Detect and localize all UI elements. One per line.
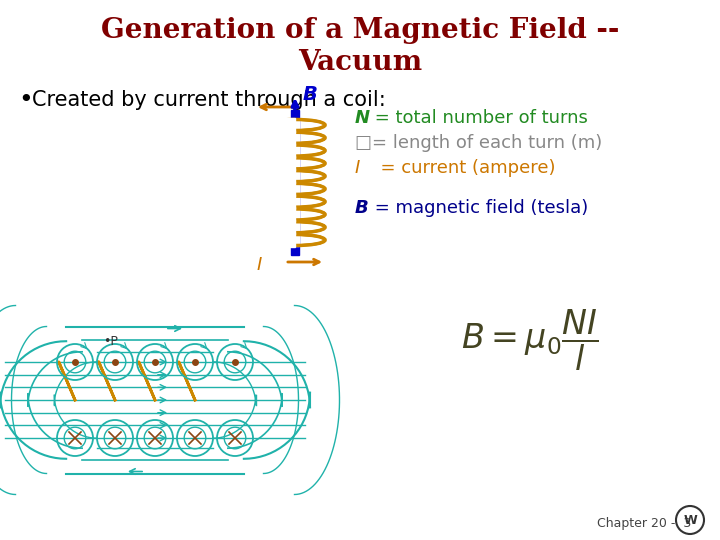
Text: = total number of turns: = total number of turns xyxy=(369,109,588,127)
Text: I: I xyxy=(355,159,360,177)
Bar xyxy=(263,182,295,196)
Text: N: N xyxy=(355,109,370,127)
Bar xyxy=(263,131,295,145)
Text: B: B xyxy=(303,85,318,105)
Text: = current (ampere): = current (ampere) xyxy=(369,159,556,177)
Bar xyxy=(263,194,295,208)
Bar xyxy=(263,157,295,170)
Text: B: B xyxy=(355,199,369,217)
Bar xyxy=(263,207,295,221)
Bar xyxy=(291,132,299,144)
Bar xyxy=(291,234,299,246)
Bar xyxy=(263,118,295,132)
Text: I: I xyxy=(257,256,262,274)
Text: □= length of each turn (m): □= length of each turn (m) xyxy=(355,134,602,152)
Text: Chapter 20 -  3: Chapter 20 - 3 xyxy=(597,517,691,530)
Bar xyxy=(291,208,299,220)
Bar xyxy=(291,221,299,233)
Bar xyxy=(263,169,295,183)
Text: = magnetic field (tesla): = magnetic field (tesla) xyxy=(369,199,588,217)
Text: •: • xyxy=(18,88,32,112)
Bar xyxy=(263,233,295,247)
Bar xyxy=(291,170,299,182)
Text: W: W xyxy=(683,514,697,526)
Bar xyxy=(291,195,299,208)
Text: Generation of a Magnetic Field --: Generation of a Magnetic Field -- xyxy=(101,17,619,44)
Bar xyxy=(291,110,299,255)
Bar xyxy=(291,145,299,157)
Bar xyxy=(263,144,295,158)
Text: Vacuum: Vacuum xyxy=(298,49,422,76)
Text: Created by current through a coil:: Created by current through a coil: xyxy=(32,90,386,110)
Text: •P: •P xyxy=(103,335,118,348)
Bar xyxy=(291,119,299,131)
Bar xyxy=(291,183,299,195)
Bar xyxy=(263,220,295,234)
Bar xyxy=(291,157,299,170)
Text: $B = \mu_0 \dfrac{NI}{l}$: $B = \mu_0 \dfrac{NI}{l}$ xyxy=(461,307,599,373)
